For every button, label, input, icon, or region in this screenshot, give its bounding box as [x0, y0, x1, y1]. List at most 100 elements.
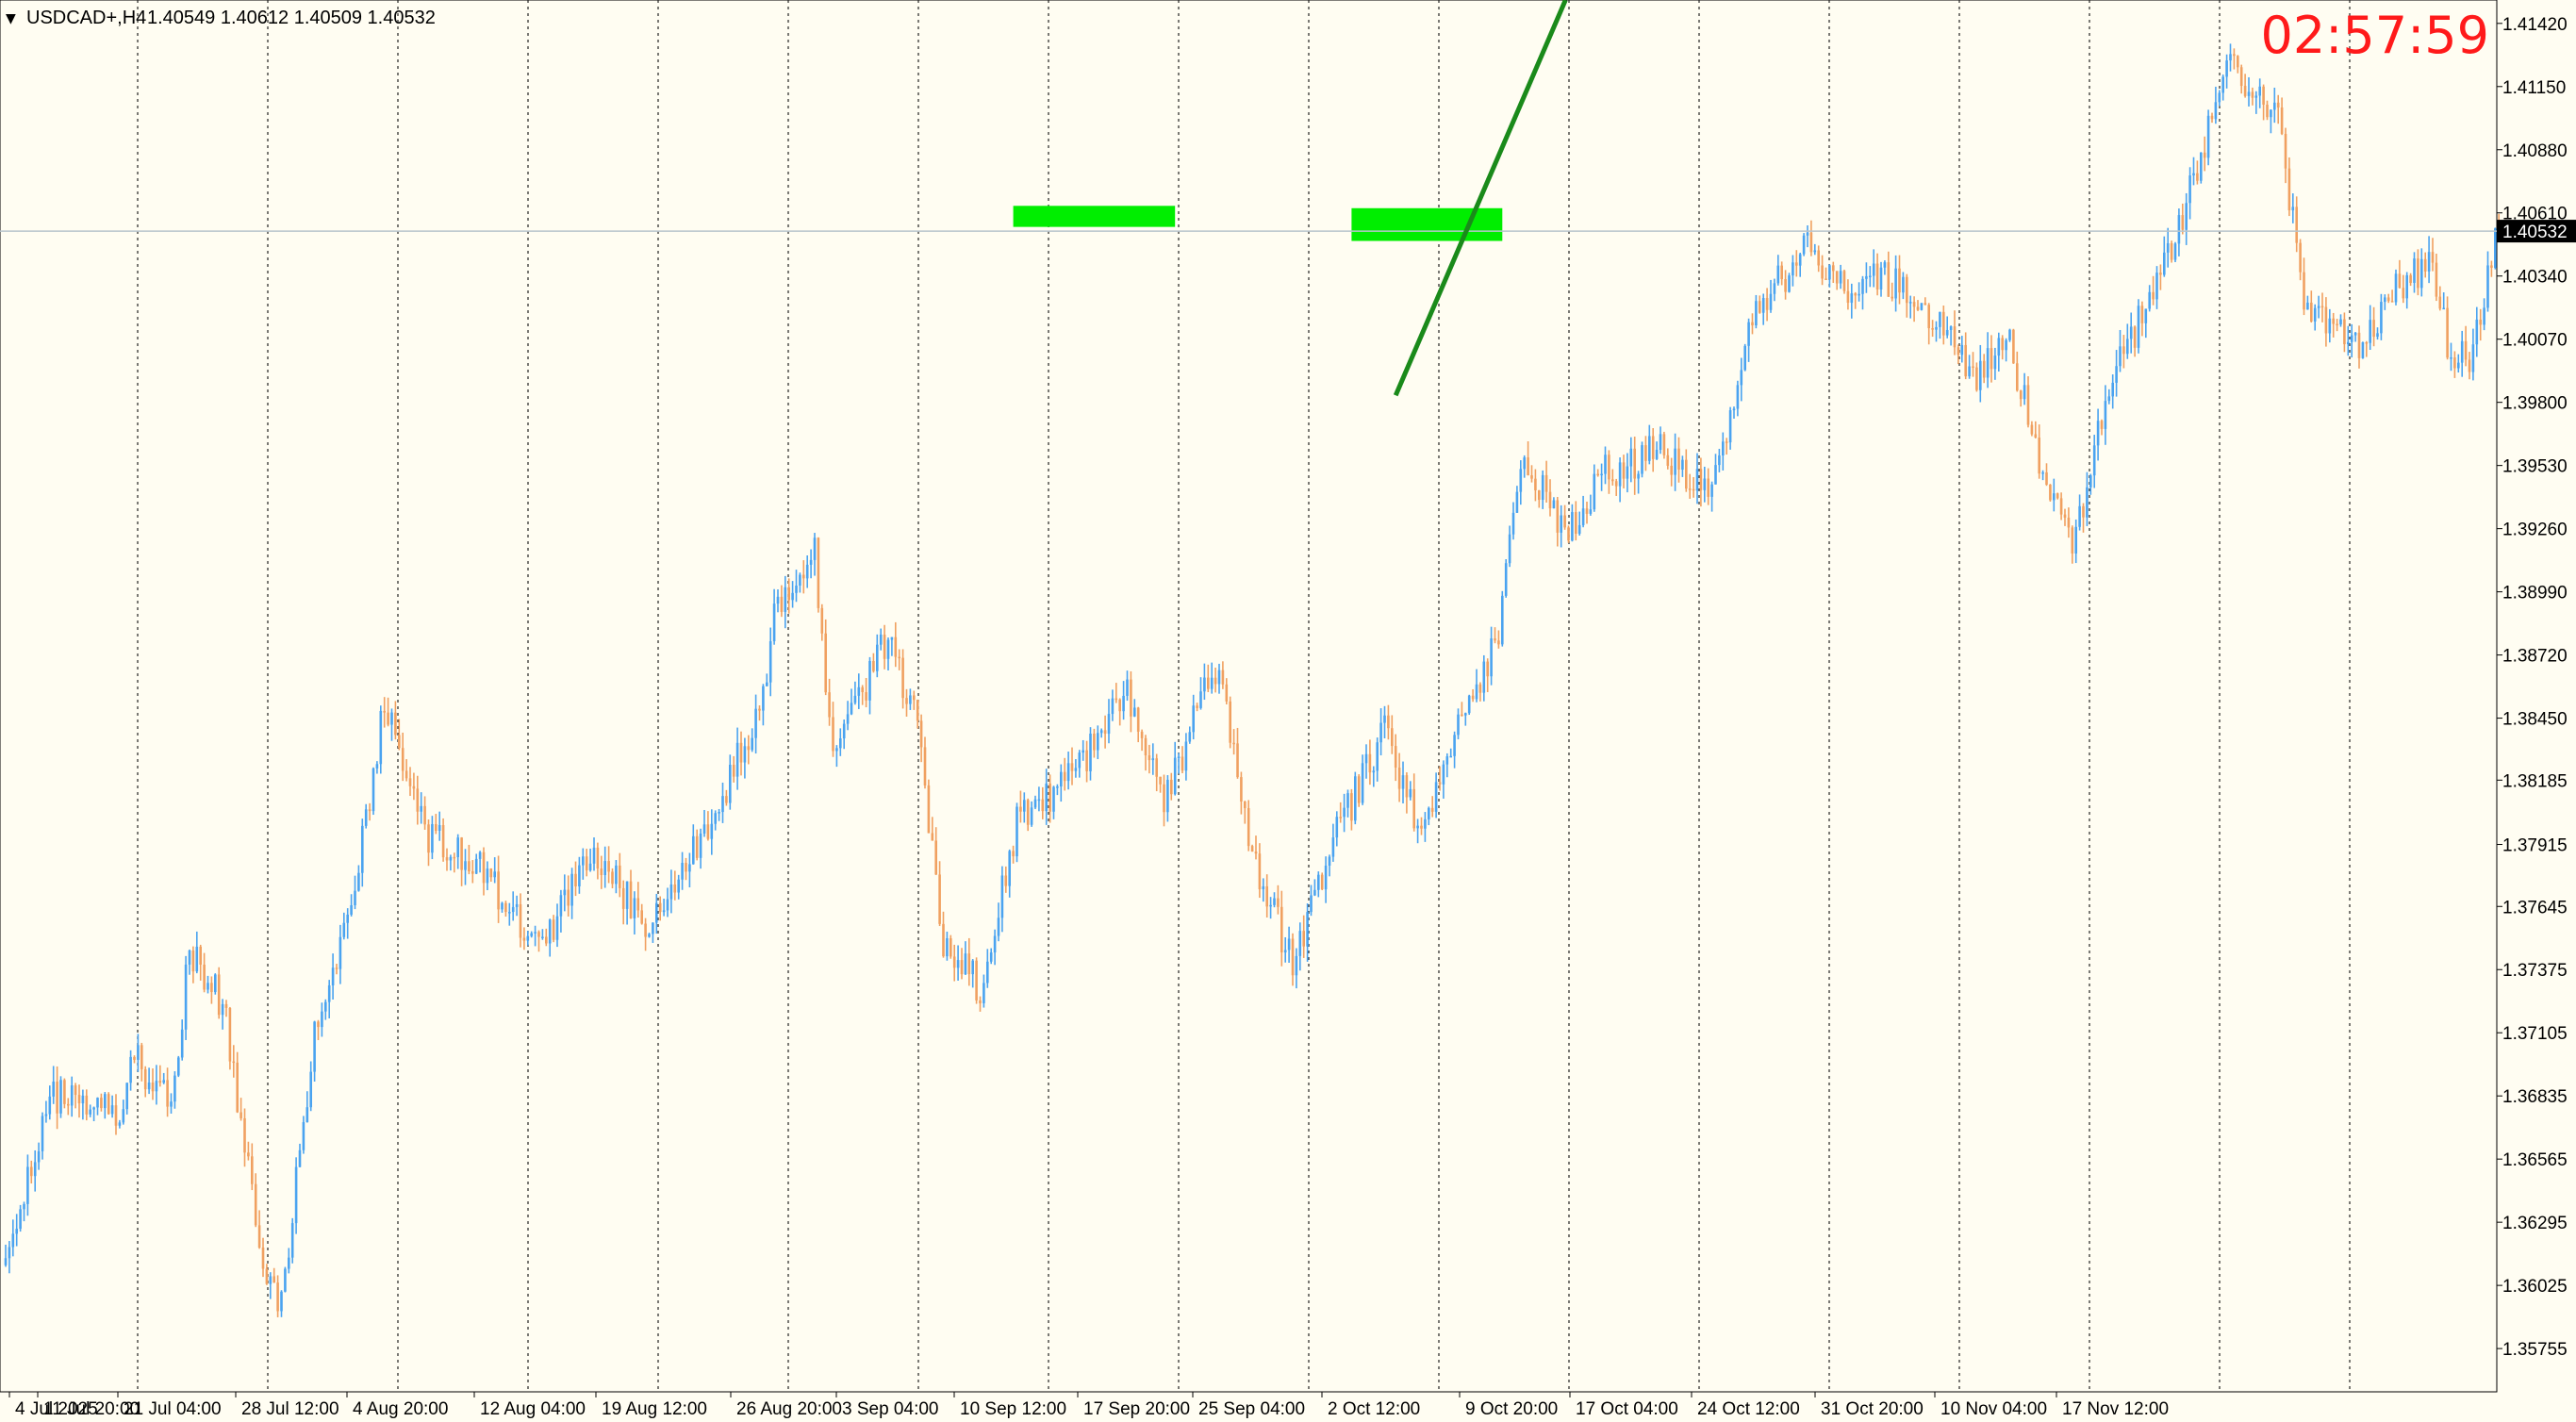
- candle-body: [2068, 518, 2071, 527]
- candle-body: [971, 961, 974, 974]
- candle-body: [1523, 457, 1526, 469]
- candle-body: [688, 864, 691, 871]
- candle-body: [652, 923, 654, 934]
- candle-body: [2138, 306, 2140, 348]
- candle-body: [1972, 367, 1974, 369]
- chart-header-icon[interactable]: ▼: [6, 11, 16, 26]
- candle-body: [2479, 320, 2482, 324]
- candle-body: [321, 1012, 323, 1027]
- price-tick-label: 1.40880: [2502, 141, 2568, 161]
- candle-body: [1737, 385, 1740, 408]
- candle-body: [1486, 662, 1489, 677]
- candle-body: [883, 635, 886, 659]
- candle-body: [1016, 807, 1018, 857]
- candle-body: [961, 960, 964, 974]
- candle-body: [2031, 425, 2034, 435]
- candle-body: [1247, 808, 1250, 846]
- price-tick-label: 1.40070: [2502, 331, 2568, 351]
- candle-body: [2384, 297, 2386, 302]
- candle-body: [1557, 501, 1560, 533]
- candle-body: [1398, 768, 1401, 789]
- candle-body: [560, 895, 563, 916]
- candle-body: [998, 918, 1000, 935]
- candle-body: [2188, 175, 2191, 203]
- resistance-zone-october[interactable]: [1014, 206, 1176, 226]
- candle-body: [247, 1152, 250, 1156]
- candle-body: [1762, 298, 1765, 313]
- candle-body: [861, 687, 864, 692]
- candle-body: [1306, 912, 1309, 946]
- candle-body: [71, 1085, 74, 1105]
- candle-body: [1689, 488, 1692, 490]
- candle-body: [751, 738, 753, 751]
- candle-body: [1052, 786, 1055, 811]
- candle-body: [1056, 786, 1059, 788]
- candle-body: [2152, 292, 2155, 300]
- candle-body: [12, 1233, 15, 1247]
- time-axis: 4 Jul 202511 Jul 20:0021 Jul 04:00 28 Jul…: [9, 1392, 2169, 1419]
- candle-body: [1954, 326, 1957, 347]
- candle-body: [2306, 303, 2309, 309]
- candle-body: [545, 936, 548, 943]
- candle-body: [1420, 826, 1423, 829]
- candle-body: [2023, 385, 2026, 399]
- candle-body: [2145, 308, 2148, 322]
- time-tick-label: 26 Aug 20:00: [736, 1399, 842, 1419]
- candle-body: [527, 936, 530, 941]
- plot-area: [0, 0, 2497, 1392]
- candle-body: [872, 661, 875, 671]
- candle-body: [2472, 344, 2475, 372]
- candle-body: [1534, 479, 1537, 490]
- candle-body: [858, 687, 861, 696]
- candle-body: [567, 890, 570, 906]
- candle-body: [177, 1057, 180, 1075]
- candle-body: [487, 868, 489, 883]
- price-tick-label: 1.36565: [2502, 1150, 2568, 1170]
- candle-body: [619, 866, 621, 888]
- candle-body: [1424, 819, 1427, 829]
- candle-body: [129, 1057, 132, 1083]
- candle-body: [479, 852, 482, 859]
- candle-body: [1979, 361, 1982, 390]
- candle-body: [1663, 434, 1666, 455]
- candle-body: [2314, 308, 2317, 322]
- candle-body: [817, 537, 820, 608]
- candle-body: [802, 575, 805, 579]
- candle-body: [2097, 421, 2100, 445]
- candle-body: [1729, 410, 1732, 442]
- candle-body: [2262, 87, 2265, 105]
- candle-body: [107, 1094, 110, 1114]
- candle-body: [354, 891, 356, 905]
- candle-body: [1648, 436, 1651, 460]
- resistance-zone-november[interactable]: [1351, 208, 1502, 241]
- candle-body: [1045, 784, 1048, 811]
- candle-body: [2130, 326, 2133, 339]
- candle-body: [2273, 103, 2276, 110]
- candle-body: [423, 806, 426, 824]
- candle-body: [2351, 336, 2353, 342]
- candle-body: [1137, 707, 1140, 731]
- candle-body: [1670, 466, 1673, 475]
- candle-body: [1211, 678, 1214, 689]
- candle-body: [471, 871, 474, 874]
- price-tick-label: 1.37105: [2502, 1024, 2568, 1044]
- candle-body: [1064, 772, 1066, 781]
- candle-body: [1964, 345, 1967, 376]
- candle-body: [1145, 738, 1148, 755]
- candle-body: [2417, 258, 2419, 288]
- candle-body: [865, 692, 867, 701]
- candle-body: [1884, 262, 1887, 268]
- candle-body: [667, 900, 669, 911]
- candle-body: [1858, 294, 1860, 296]
- candle-body: [843, 724, 846, 738]
- candle-body: [1412, 789, 1415, 828]
- candle-body: [924, 747, 927, 785]
- candle-body: [1957, 347, 1960, 355]
- candle-body: [1373, 770, 1376, 772]
- candle-body: [1008, 851, 1011, 885]
- time-tick-label: 10 Sep 12:00: [960, 1399, 1066, 1419]
- time-tick-label: 9 Oct 20:00: [1465, 1399, 1558, 1419]
- candle-body: [475, 859, 478, 874]
